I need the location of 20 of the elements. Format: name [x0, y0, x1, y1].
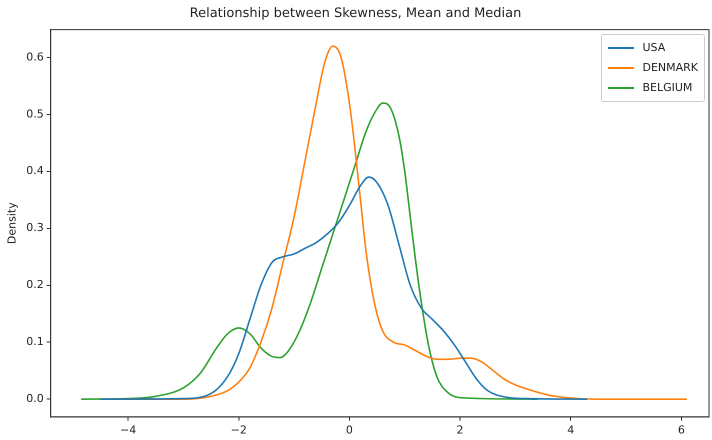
y-axis-title: Density — [5, 202, 18, 244]
y-tick-label: 0.6 — [26, 50, 44, 64]
y-tick-label: 0.2 — [26, 278, 44, 292]
x-tick-label: −2 — [230, 423, 247, 436]
y-tick-label: 0.3 — [26, 221, 44, 234]
line-series — [100, 176, 588, 400]
x-tick-label: −4 — [120, 423, 136, 436]
legend-label: USA — [642, 41, 666, 54]
y-tick-label: 0.0 — [26, 392, 44, 406]
x-tick-label: 2 — [456, 423, 464, 436]
x-tick-label: 4 — [567, 423, 574, 436]
y-tick-label: 0.4 — [26, 164, 44, 178]
chart-title: Relationship between Skewness, Mean and Median — [190, 6, 522, 22]
x-tick-label: 0 — [346, 423, 353, 436]
x-tick-label: 6 — [678, 423, 685, 436]
legend-label: DENMARK — [642, 61, 698, 74]
line-series — [80, 102, 538, 400]
legend-label: BELGIUM — [642, 81, 692, 94]
y-tick-label: 0.5 — [26, 107, 44, 120]
y-tick-label: 0.1 — [26, 335, 44, 348]
